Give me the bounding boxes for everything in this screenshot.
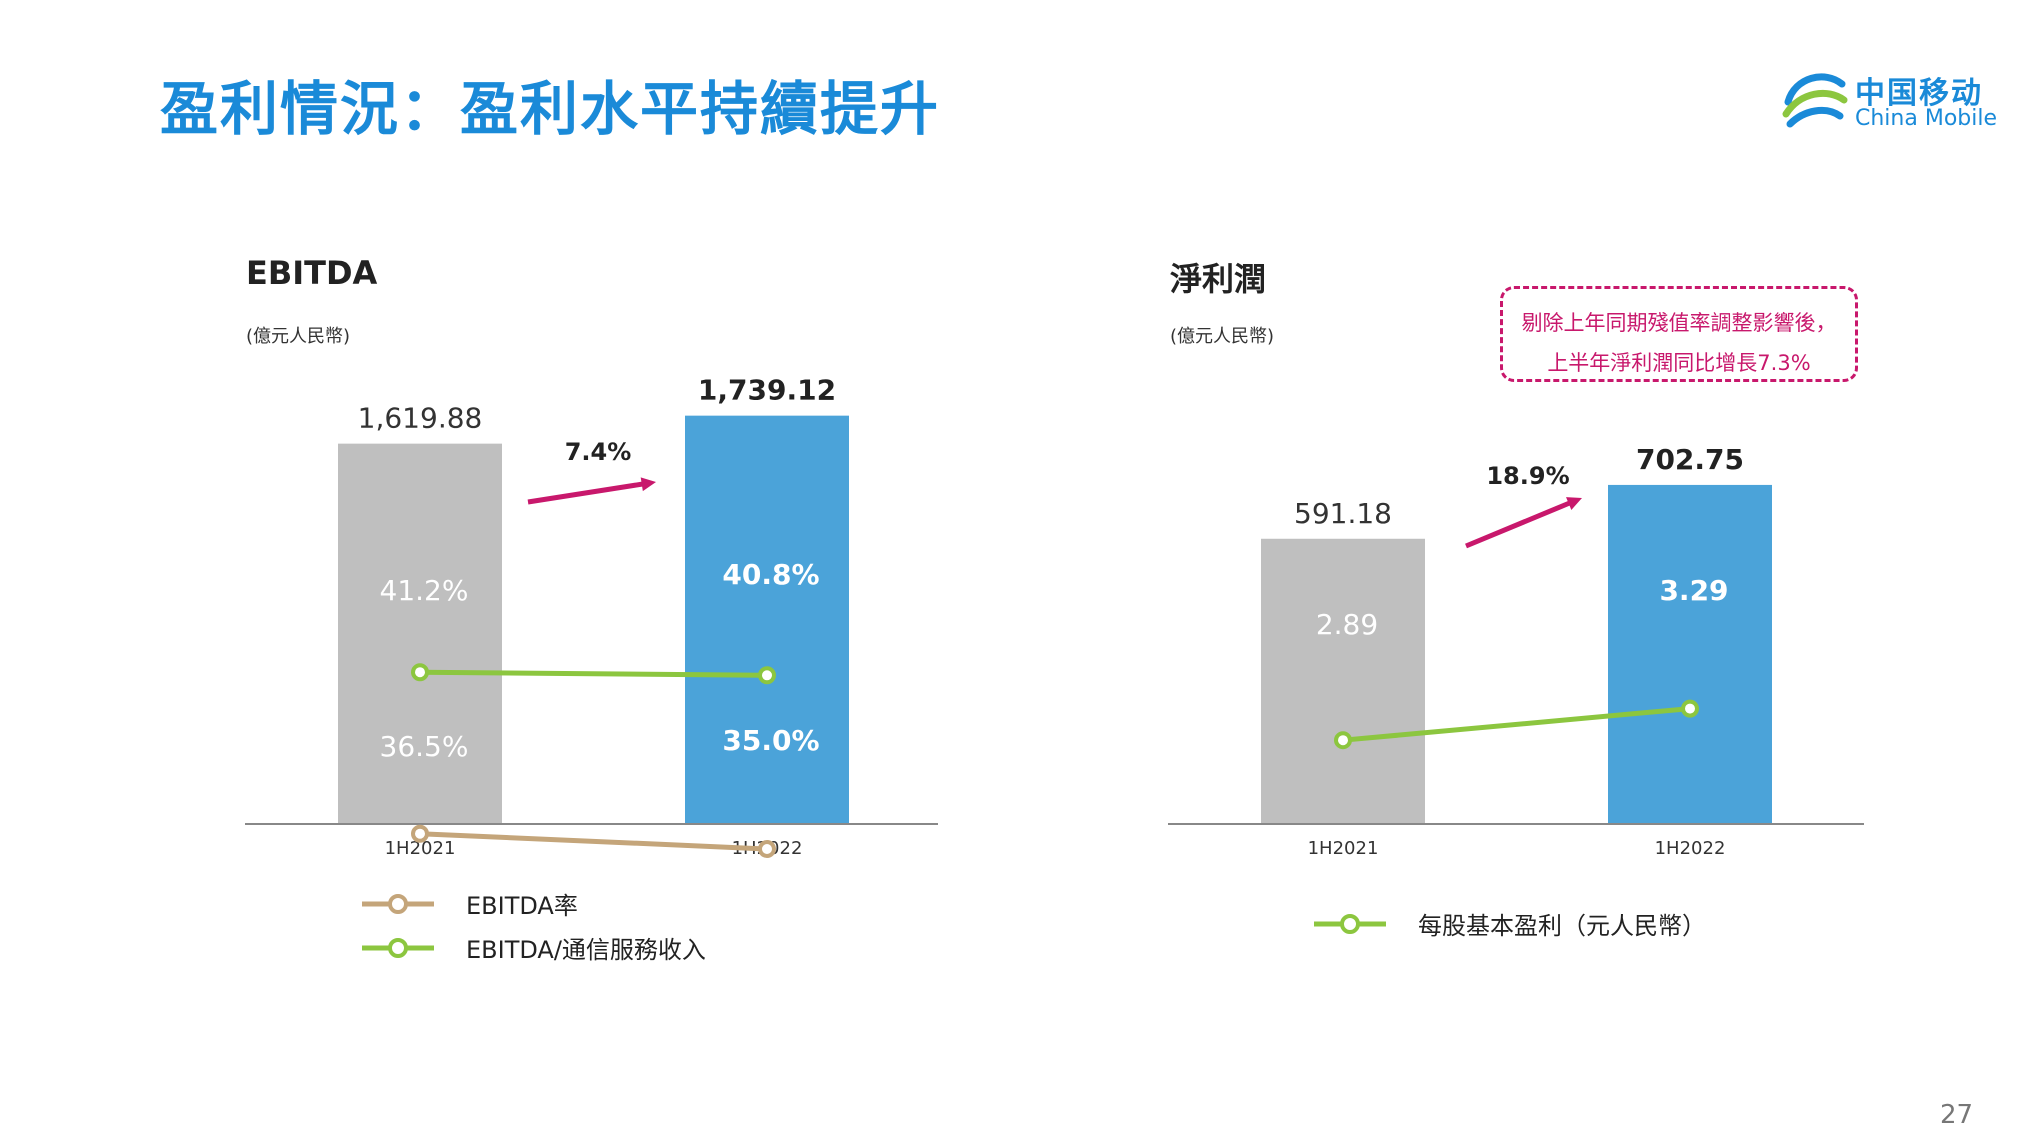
legend-item-ebitda-telecom-ratio: EBITDA/通信服務收入 <box>360 930 706 965</box>
growth-arrow <box>527 481 647 505</box>
growth-label: 7.4% <box>565 438 632 466</box>
bar-1H2021 <box>1261 538 1425 824</box>
series-point-label: 3.29 <box>1659 574 1728 607</box>
adjustment-note-line-1: 剔除上年同期殘值率調整影響後， <box>1521 311 1837 335</box>
ebitda-chart-title: EBITDA <box>246 254 378 292</box>
china-mobile-logo: 中国移动 China Mobile <box>1780 62 2000 142</box>
series-point <box>1681 699 1699 718</box>
series-line-0 <box>1340 706 1693 743</box>
bar-1H2022 <box>685 415 849 824</box>
series-point <box>411 663 429 682</box>
series-point-label: 35.0% <box>722 724 819 757</box>
logo-text-en: China Mobile <box>1855 106 1998 131</box>
bar-value-label: 1,739.12 <box>698 374 836 407</box>
ebitda-unit-label: (億元人民幣) <box>246 326 351 347</box>
net-profit-chart-title: 淨利潤 <box>1170 260 1267 298</box>
adjustment-note-line-2: 上半年淨利潤同比增長7.3% <box>1547 351 1811 375</box>
bar-1H2021 <box>338 443 502 824</box>
bar-value-label: 702.75 <box>1636 443 1744 476</box>
legend-line-marker-icon <box>362 893 434 914</box>
series-line-0 <box>417 831 770 852</box>
legend-label: 每股基本盈利（元人民幣） <box>1418 912 1706 940</box>
legend-item-ebitda-margin: EBITDA率 <box>360 886 578 921</box>
bar-value-label: 1,619.88 <box>358 402 483 435</box>
china-mobile-logo-icon <box>1782 73 1848 128</box>
series-point <box>1334 731 1352 750</box>
x-tick-label: 1H2021 <box>1308 838 1379 859</box>
series-point-label: 2.89 <box>1316 608 1378 641</box>
bar-value-label: 591.18 <box>1294 497 1392 530</box>
bar-1H2022 <box>1608 484 1772 824</box>
series-point-label: 36.5% <box>380 730 469 763</box>
growth-arrow-head-icon <box>1566 497 1582 510</box>
series-line-1 <box>417 669 770 678</box>
series-point <box>758 666 776 685</box>
series-point <box>758 840 776 858</box>
growth-label: 18.9% <box>1486 462 1569 490</box>
growth-arrow-head-icon <box>640 477 656 492</box>
page-number: 27 <box>1940 1100 1974 1130</box>
legend-item-eps: 每股基本盈利（元人民幣） <box>1312 906 1706 941</box>
legend-line-marker-icon <box>362 937 434 958</box>
series-point-label: 40.8% <box>722 558 819 591</box>
legend-label: EBITDA率 <box>466 892 578 920</box>
series-point-label: 41.2% <box>380 574 469 607</box>
page-title: 盈利情況：盈利水平持續提升 <box>160 75 941 143</box>
net-profit-unit-label: (億元人民幣) <box>1170 326 1275 347</box>
legend-label: EBITDA/通信服務收入 <box>466 936 706 964</box>
logo-text-cn: 中国移动 <box>1855 76 1983 111</box>
x-tick-label: 1H2022 <box>1655 838 1726 859</box>
legend-line-marker-icon <box>1314 913 1386 934</box>
growth-arrow <box>1465 499 1573 549</box>
x-tick-label: 1H2021 <box>385 838 456 859</box>
series-point <box>411 824 429 843</box>
adjustment-note: 剔除上年同期殘值率調整影響後， 上半年淨利潤同比增長7.3% <box>1500 286 1858 382</box>
